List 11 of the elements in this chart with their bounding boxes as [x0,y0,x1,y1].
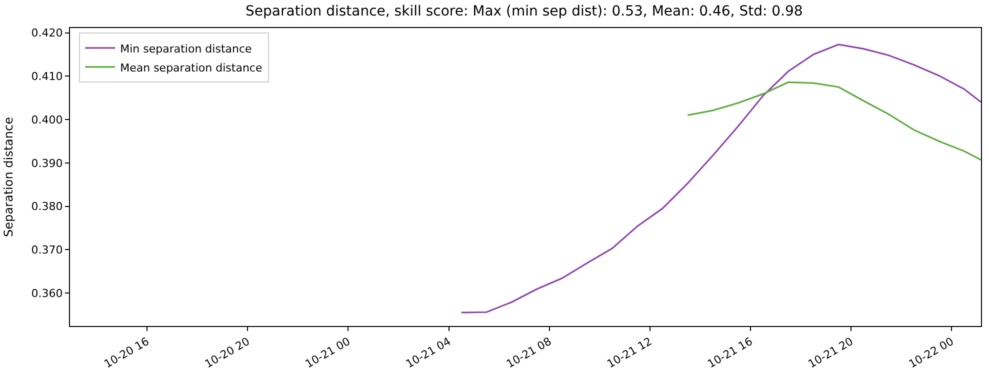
y-tick-label: 0.400 [31,113,63,126]
y-axis-title: Separation distance [2,117,16,237]
y-tick-label: 0.380 [31,200,63,214]
y-tick-label: 0.390 [31,156,63,170]
y-tick-label: 0.360 [31,286,63,300]
legend-label: Mean separation distance [120,61,262,74]
y-tick-label: 0.410 [31,70,63,83]
y-tick-label: 0.420 [31,26,63,40]
y-tick-label: 0.370 [31,244,63,257]
chart-title: Separation distance, skill score: Max (min sep dist): 0.53, Mean: 0.46, Std: 0.98 [246,4,803,20]
legend-label: Min separation distance [120,42,252,56]
